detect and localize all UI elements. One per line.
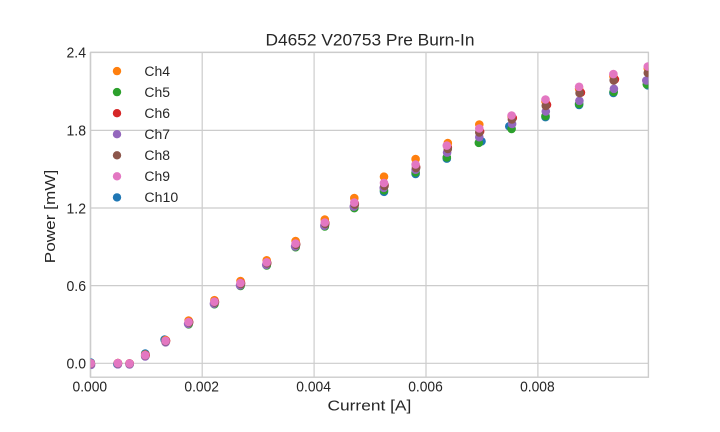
svg-text:Ch8: Ch8 (144, 148, 170, 163)
svg-text:0.6: 0.6 (67, 278, 87, 295)
svg-text:Ch10: Ch10 (144, 190, 178, 205)
svg-text:Ch7: Ch7 (144, 127, 170, 142)
svg-text:0.000: 0.000 (73, 379, 108, 396)
svg-text:0.002: 0.002 (184, 379, 219, 396)
svg-text:2.4: 2.4 (67, 45, 87, 62)
svg-text:1.8: 1.8 (67, 123, 87, 140)
svg-text:Ch5: Ch5 (144, 85, 170, 100)
svg-text:Power [mW]: Power [mW] (42, 170, 59, 264)
svg-text:0.0: 0.0 (67, 356, 87, 373)
svg-text:0.006: 0.006 (408, 379, 443, 396)
svg-text:Ch9: Ch9 (144, 169, 170, 184)
svg-text:Current [A]: Current [A] (328, 397, 412, 414)
svg-text:D4652 V20753 Pre Burn-In: D4652 V20753 Pre Burn-In (266, 31, 475, 50)
svg-text:0.004: 0.004 (296, 379, 331, 396)
svg-text:1.2: 1.2 (67, 200, 87, 217)
svg-text:Ch6: Ch6 (144, 106, 170, 121)
svg-text:Ch4: Ch4 (144, 64, 170, 79)
svg-text:0.008: 0.008 (520, 379, 555, 396)
